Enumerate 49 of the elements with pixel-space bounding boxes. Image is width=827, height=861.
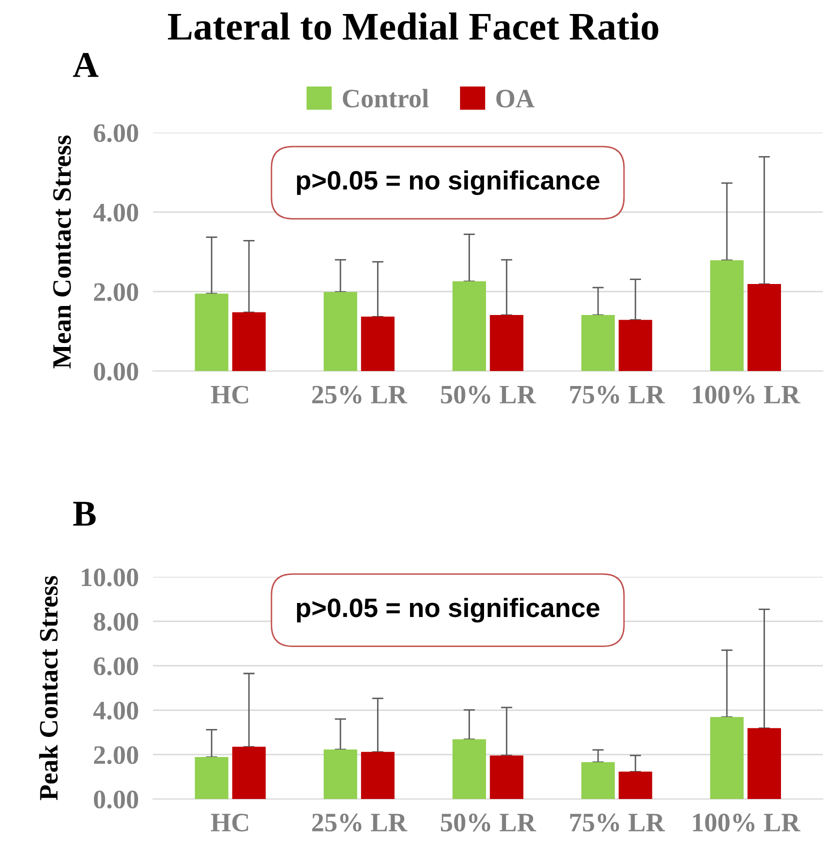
bar xyxy=(452,281,486,372)
x-tick-label: 50% LR xyxy=(440,386,536,404)
bar xyxy=(748,284,781,372)
y-axis-title: Peak Contact Stress xyxy=(39,576,58,800)
y-axis-title: Mean Contact Stress xyxy=(53,135,71,368)
bar xyxy=(490,755,524,800)
x-tick-label: 25% LR xyxy=(312,814,408,832)
bar xyxy=(710,717,744,800)
bar xyxy=(324,292,358,372)
y-tick-label: 10.00 xyxy=(82,568,138,586)
bar xyxy=(194,757,228,800)
bar xyxy=(452,739,486,800)
bar xyxy=(232,312,266,372)
chart-title: Lateral to Medial Facet Ratio xyxy=(168,12,658,40)
bar xyxy=(361,316,395,372)
x-tick-label: 75% LR xyxy=(570,814,665,832)
x-tick-label: 50% LR xyxy=(440,814,536,832)
bar xyxy=(618,772,652,800)
x-tick-label: 75% LR xyxy=(570,386,665,404)
y-tick-label: 4.00 xyxy=(93,204,138,222)
legend-label: Control xyxy=(342,88,429,108)
x-tick-label: HC xyxy=(210,386,248,404)
bar xyxy=(490,315,524,372)
bar xyxy=(748,728,781,800)
y-tick-label: 2.00 xyxy=(94,283,138,302)
y-tick-label: 0.00 xyxy=(94,790,138,809)
y-tick-label: 8.00 xyxy=(94,612,138,631)
x-tick-label: HC xyxy=(210,814,248,832)
y-tick-label: 6.00 xyxy=(94,657,138,676)
x-tick-label: 100% LR xyxy=(693,814,800,832)
x-tick-label: 25% LR xyxy=(312,386,408,404)
bar xyxy=(618,320,652,372)
y-tick-label: 4.00 xyxy=(93,702,138,720)
annotation: p>0.05 = no significance xyxy=(296,170,600,196)
y-tick-label: 6.00 xyxy=(94,124,138,142)
bar xyxy=(324,749,358,800)
bar xyxy=(710,260,744,372)
bar xyxy=(581,762,615,800)
bar xyxy=(194,294,228,372)
legend-label: OA xyxy=(496,90,534,108)
bar xyxy=(232,746,266,800)
annotation: p>0.05 = no significance xyxy=(296,598,600,623)
text: B xyxy=(73,502,96,526)
bar xyxy=(581,315,615,372)
bar xyxy=(361,752,395,800)
y-tick-label: 2.00 xyxy=(94,746,138,764)
x-tick-label: 100% LR xyxy=(693,386,800,404)
text: A xyxy=(72,53,98,77)
y-tick-label: 0.00 xyxy=(94,362,138,381)
